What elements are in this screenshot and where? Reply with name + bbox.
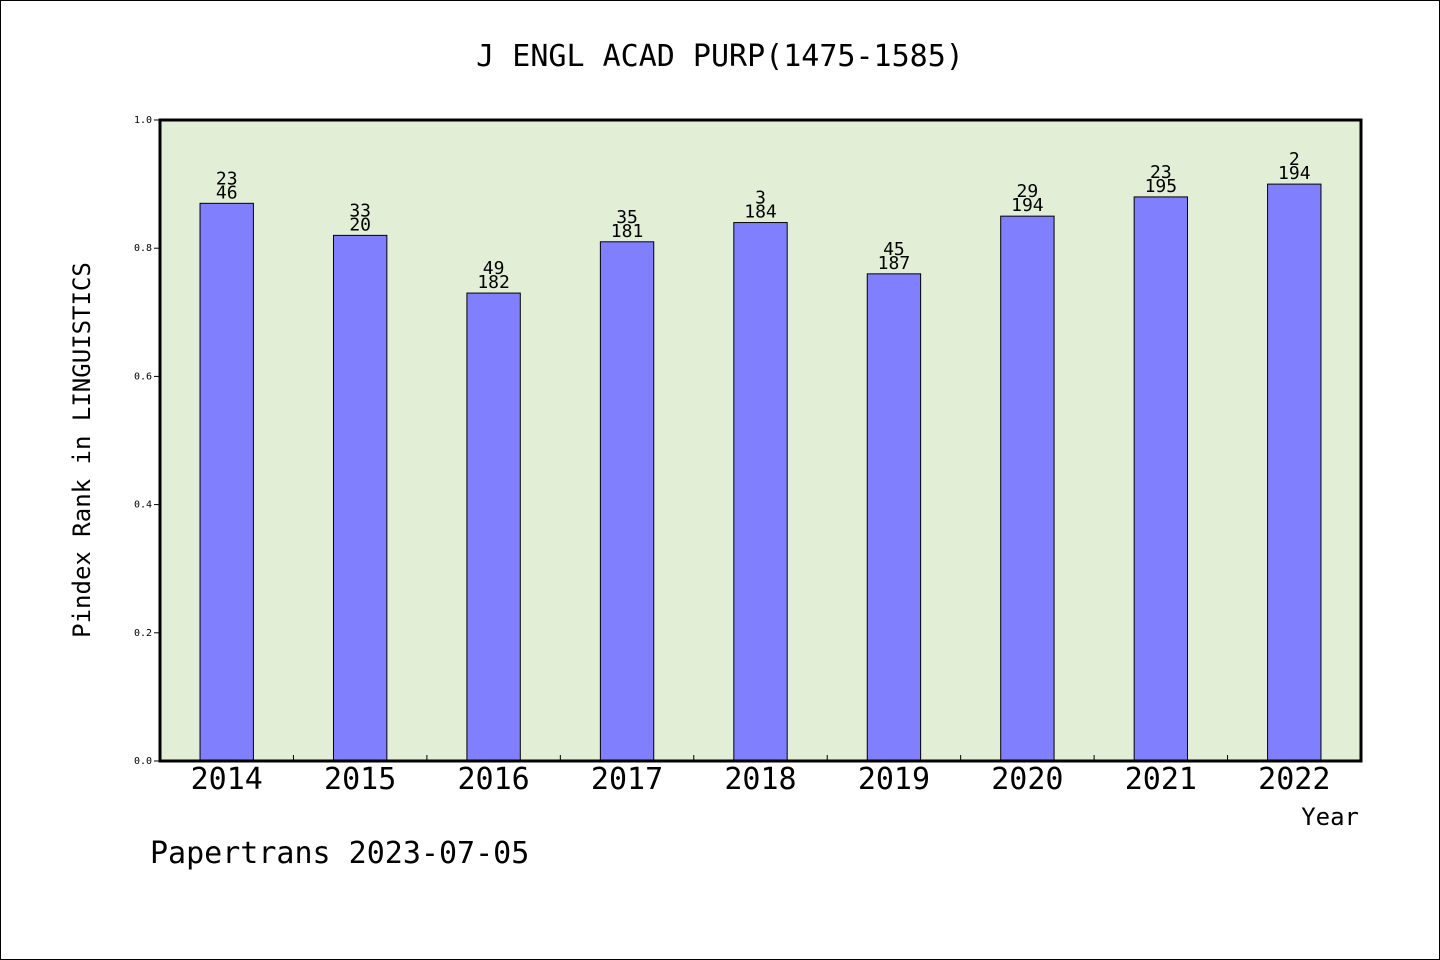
bar-label-total: 182 <box>477 272 510 293</box>
bar <box>1000 215 1055 762</box>
plot-border <box>158 118 1363 763</box>
bar-label-total: 184 <box>744 202 777 223</box>
bar <box>1133 196 1189 762</box>
y-tick-label: 0.6 <box>134 371 152 382</box>
bar-label-rank: 3 <box>755 188 766 209</box>
y-axis-label: Pindex Rank in LINGUISTICS <box>68 262 96 638</box>
bar-label-rank: 23 <box>216 168 238 189</box>
y-tick-label: 0.4 <box>134 500 152 511</box>
bar <box>199 202 254 762</box>
x-tick-label: 2014 <box>191 762 263 797</box>
bar-label-rank: 33 <box>349 200 371 221</box>
bar-label-total: 181 <box>611 221 644 242</box>
x-tick-label: 2020 <box>991 762 1063 797</box>
bar <box>332 234 388 762</box>
bar-label-total: 20 <box>349 214 371 235</box>
bar-label-rank: 2 <box>1289 149 1300 170</box>
bar-label-total: 195 <box>1145 176 1178 197</box>
bar-label-rank: 35 <box>616 207 638 228</box>
y-tick-label: 0.2 <box>134 628 152 639</box>
bar-label-rank: 49 <box>483 258 505 279</box>
bar-label-total: 194 <box>1011 195 1044 216</box>
bar <box>733 222 788 762</box>
y-axis: 0.0 0.2 0.4 0.6 0.8 1.0 <box>134 115 160 767</box>
bars-group <box>199 183 1322 762</box>
x-tick-label: 2016 <box>457 762 529 797</box>
footer-credit: Papertrans 2023-07-05 <box>150 836 529 871</box>
x-axis: 2014 2015 2016 2017 2018 2019 2020 2021 2022 <box>191 755 1330 797</box>
bar <box>1267 183 1322 762</box>
x-tick-label: 2017 <box>591 762 663 797</box>
y-tick-label: 1.0 <box>134 115 152 126</box>
bar <box>599 241 655 762</box>
bar <box>466 292 521 762</box>
bar-label-total: 187 <box>878 253 911 274</box>
bar-label-total: 46 <box>216 182 238 203</box>
bar-label-rank: 29 <box>1017 181 1039 202</box>
x-tick-label: 2022 <box>1258 762 1330 797</box>
x-tick-label: 2015 <box>324 762 396 797</box>
x-tick-label: 2018 <box>724 762 796 797</box>
x-tick-label: 2021 <box>1125 762 1197 797</box>
bar-label-total: 194 <box>1278 163 1311 184</box>
x-axis-label: Year <box>1301 803 1359 831</box>
x-tick-label: 2019 <box>858 762 930 797</box>
chart-title: J ENGL ACAD PURP(1475-1585) <box>476 39 964 74</box>
bar <box>866 273 922 762</box>
y-tick-label: 0.8 <box>134 243 152 254</box>
bar-label-rank: 23 <box>1150 162 1172 183</box>
bar-label-rank: 45 <box>883 239 905 260</box>
y-tick-label: 0.0 <box>134 756 152 767</box>
